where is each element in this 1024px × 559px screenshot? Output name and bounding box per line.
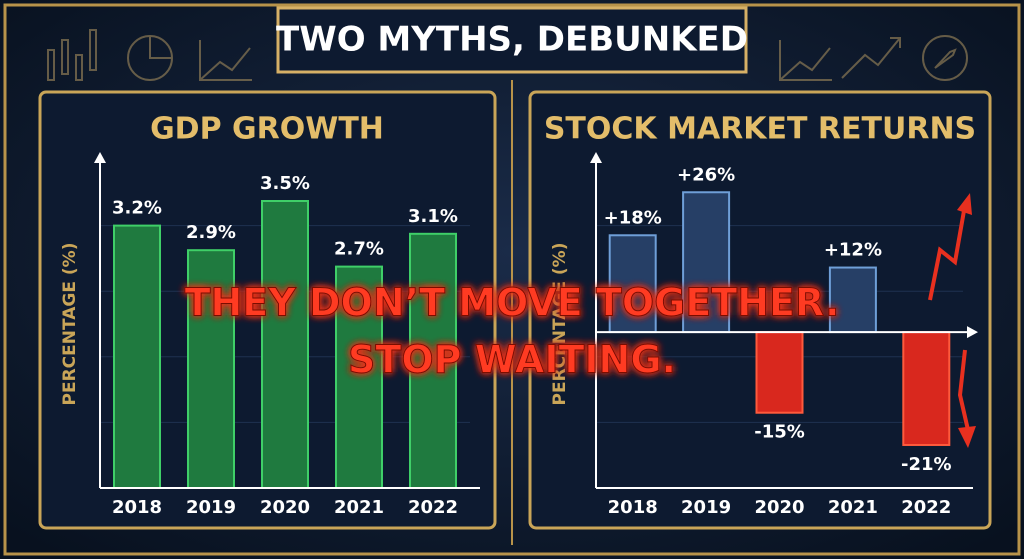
x-tick-label: 2018: [112, 497, 162, 518]
bar: [113, 224, 161, 489]
value-label: +26%: [677, 164, 735, 185]
outer-frame: [3, 3, 1021, 556]
x-tick-label: 2019: [186, 497, 236, 518]
bar: [902, 331, 951, 446]
decor-icons: [47, 29, 968, 81]
x-tick-label: 2021: [334, 497, 384, 518]
value-label: 3.1%: [408, 206, 458, 227]
bar: [828, 266, 877, 334]
bar: [409, 232, 457, 489]
x-tick-label: 2021: [828, 497, 878, 518]
x-tick-label: 2018: [608, 497, 658, 518]
value-label: +12%: [824, 240, 882, 261]
x-tick-label: 2022: [408, 497, 458, 518]
y-axis-arrow: [590, 152, 602, 163]
y-axis-label: PERCENTAGE (%): [550, 243, 570, 406]
x-tick-label: 2022: [901, 497, 951, 518]
value-label: 2.7%: [334, 239, 384, 260]
page-title: TWO MYTHS, DEBUNKED: [276, 20, 748, 60]
bar: [755, 331, 804, 414]
zero-arrow: [967, 326, 978, 339]
decor-down-head: [958, 426, 976, 448]
chart-title: STOCK MARKET RETURNS: [544, 112, 976, 147]
decor-down-arrow: [957, 349, 970, 431]
overlay-line: THEY DON’T MOVE TOGETHER.: [185, 281, 840, 325]
overlay: THEY DON’T MOVE TOGETHER. STOP WAITING.: [184, 280, 840, 382]
right-panel: [528, 90, 992, 530]
value-label: -15%: [754, 422, 805, 443]
decor-up-head: [957, 193, 972, 215]
x-tick-label: 2020: [754, 497, 804, 518]
decor-up-arrow: [928, 204, 967, 301]
y-axis-label: PERCENTAGE (%): [60, 243, 80, 406]
x-tick-label: 2019: [681, 497, 731, 518]
value-label: +18%: [604, 207, 662, 228]
bar: [261, 200, 309, 489]
x-tick-label: 2020: [260, 497, 310, 518]
value-label: 2.9%: [186, 222, 236, 243]
title-box: [276, 6, 748, 74]
bar: [335, 265, 383, 489]
overlay-line: STOP WAITING.: [348, 338, 676, 382]
value-label: 3.2%: [112, 198, 162, 219]
value-label: -21%: [901, 454, 952, 475]
y-axis-arrow: [94, 152, 106, 163]
bar: [608, 234, 657, 334]
charts: GDP GROWTH PERCENTAGE (%) 3.2% 2018 2.9% 2019…: [60, 112, 978, 518]
chart-title: GDP GROWTH: [150, 112, 384, 147]
value-label: 3.5%: [260, 173, 310, 194]
